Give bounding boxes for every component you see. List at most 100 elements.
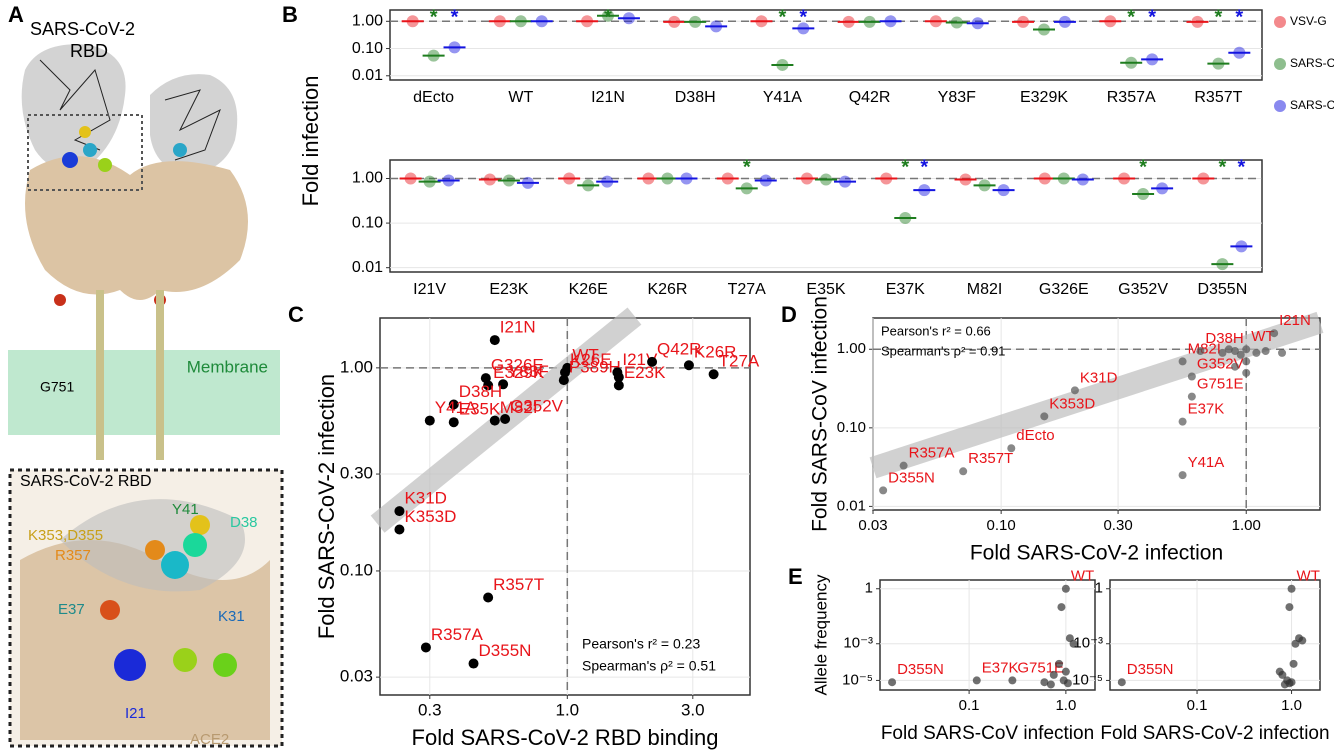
plot-area [879,579,1096,691]
point [1187,392,1196,401]
point [1285,679,1294,688]
point [1261,347,1270,356]
x-tick-label: D355N [1197,281,1247,298]
residue-label: Y41 [172,501,199,518]
inset-title: SARS-CoV-2 RBD [20,473,152,490]
y-tick-label: 0.03 [340,667,373,686]
point [498,379,509,390]
stat-label: Spearman's ρ² = 0.91 [881,343,1005,358]
x-tick-label: M82I [967,281,1003,298]
point-label: Y41A [435,398,477,417]
x-tick-label: I21V [413,281,446,298]
residue [62,152,78,168]
point [394,506,405,517]
point [888,678,897,687]
point [424,415,435,426]
significance: * [430,6,438,28]
x-tick-label: E35K [806,281,845,298]
plot-area [1109,579,1321,691]
significance: * [451,6,459,28]
x-tick-label: D38H [675,89,716,106]
y-tick-label: 10⁻³ [843,635,873,652]
point [1278,348,1287,357]
point-label: I21N [500,318,536,337]
x-axis-label: Fold SARS-CoV infection [881,723,1094,744]
point [1178,357,1187,366]
point-label: Q42R [657,339,701,358]
point [613,372,624,383]
point-label: D355N [479,641,532,660]
significance: * [920,156,928,178]
y-tick-label: 1 [865,580,873,597]
significance: * [779,6,787,28]
x-tick-label: Y83F [938,89,976,106]
x-tick-label: 3.0 [681,700,705,719]
point [1070,386,1079,395]
x-tick-label: T27A [728,281,767,298]
point [683,360,694,371]
point-label: K31D [1080,369,1118,386]
point [1007,444,1016,453]
point [420,642,431,653]
x-tick-label: E23K [489,281,528,298]
significance: * [799,6,807,28]
residue [79,126,91,138]
zoom-box [27,114,143,191]
point [1242,357,1251,366]
point-label: R357T [493,575,544,594]
rbd-trace [39,59,111,151]
x-tick-label: E329K [1020,89,1068,106]
point [1275,667,1284,676]
legend-swatch [1274,100,1286,112]
stat-label: Pearson's r² = 0.23 [582,636,700,652]
y-axis-label: Allele frequency [811,574,830,695]
significance: * [1237,156,1245,178]
point [1242,345,1251,354]
rbd-trace [164,89,221,161]
point [1231,362,1240,371]
g751-label: G751 [40,379,74,395]
point-label: G352V [510,396,564,415]
y-tick-label: 1.00 [352,170,383,187]
point-label: M82I [1188,340,1221,357]
y-tick-label: 0.01 [352,259,383,276]
point [647,356,658,367]
y-tick-label: 1.00 [837,340,866,357]
point-label: WT [1071,568,1094,585]
point [1236,350,1245,359]
x-tick-label: 0.03 [858,517,887,534]
legend-label: SARS-CoV-2 [1290,98,1334,112]
point [1069,639,1078,648]
point [1061,667,1070,676]
x-axis-label: Fold SARS-CoV-2 infection [970,542,1223,565]
point-label: D355N [1127,661,1174,678]
stat-label: Pearson's r² = 0.66 [881,323,991,338]
y-axis-label: Fold SARS-CoV-2 infection [314,374,339,639]
point [1049,670,1058,679]
point [1289,659,1298,668]
residue-label: I21 [125,705,146,722]
y-tick-label: 0.10 [352,40,383,57]
point [489,415,500,426]
y-tick-label: 10⁻³ [1073,635,1103,652]
point [1242,368,1251,377]
membrane [8,350,280,435]
point-label: WT [1251,328,1274,345]
ace2-shape [20,540,270,740]
point [448,399,459,410]
significance: * [901,156,909,178]
ace2-shape [25,156,248,300]
y-tick-label: 0.30 [340,464,373,483]
residue [173,143,187,157]
significance: * [1139,156,1147,178]
x-tick-label: 1.0 [555,700,579,719]
y-tick-label: 1.00 [352,13,383,30]
residue [161,551,189,579]
point [1224,345,1233,354]
y-axis-label: Fold SARS-CoV infection [809,296,832,532]
x-tick-label: 1.0 [1281,697,1302,714]
x-tick-label: WT [508,89,533,106]
point [483,380,494,391]
point [1196,347,1205,356]
x-tick-label: 0.1 [959,697,980,714]
